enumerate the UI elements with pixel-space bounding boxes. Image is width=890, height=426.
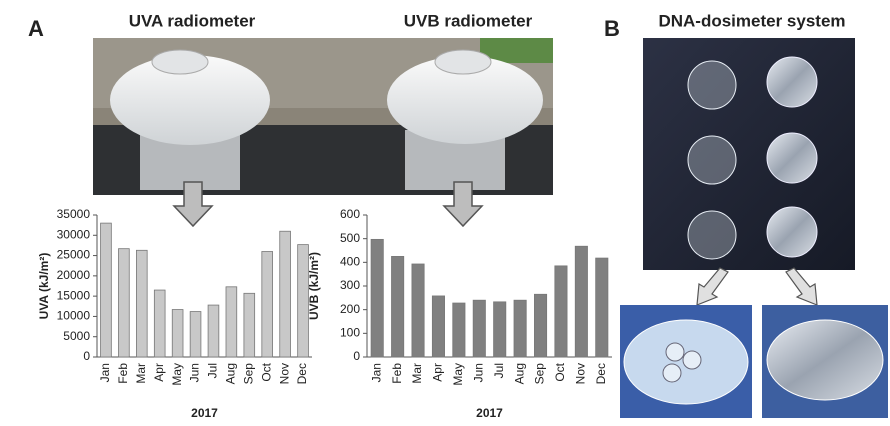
bar — [432, 296, 444, 357]
bar — [280, 231, 291, 357]
x-tick-label: Jan — [98, 363, 112, 382]
x-tick-label: Dec — [295, 363, 309, 384]
x-tick-label: Apr — [152, 363, 166, 382]
x-axis-label: 2017 — [191, 406, 218, 420]
panel-label: B — [604, 16, 620, 41]
dosimeter-photo — [643, 38, 855, 270]
bar — [101, 223, 112, 357]
bar — [244, 293, 255, 357]
bar — [119, 249, 130, 357]
x-tick-label: Apr — [431, 363, 445, 382]
x-tick-label: Feb — [390, 363, 404, 384]
y-tick-label: 400 — [340, 255, 360, 269]
bar — [534, 294, 546, 357]
bar — [575, 246, 587, 357]
photo-title: UVA radiometer — [129, 11, 256, 30]
bar — [190, 312, 201, 357]
y-tick-label: 500 — [340, 231, 360, 245]
bar — [473, 300, 485, 357]
x-tick-label: Nov — [574, 363, 588, 384]
y-tick-label: 300 — [340, 278, 360, 292]
x-tick-label: May — [170, 363, 184, 386]
radiometer-photo — [93, 38, 553, 195]
x-tick-label: Sep — [533, 363, 547, 385]
dosimeter-closeup — [620, 305, 888, 418]
photo-title: UVB radiometer — [404, 11, 533, 30]
x-tick-label: Jul — [492, 363, 506, 378]
x-tick-label: Feb — [116, 363, 130, 384]
x-tick-label: Mar — [134, 363, 148, 384]
y-tick-label: 5000 — [63, 329, 90, 343]
x-tick-label: Jul — [206, 363, 220, 378]
arrow — [697, 268, 817, 305]
y-tick-label: 0 — [83, 349, 90, 363]
y-tick-label: 0 — [353, 349, 360, 363]
y-tick-label: 20000 — [57, 268, 91, 282]
bar — [494, 302, 506, 357]
bar — [596, 258, 608, 357]
y-tick-label: 10000 — [57, 309, 91, 323]
x-tick-label: May — [451, 363, 465, 386]
y-tick-label: 30000 — [57, 227, 91, 241]
x-tick-label: Jan — [369, 363, 383, 382]
photo-title: DNA-dosimeter system — [658, 11, 845, 30]
bar — [392, 256, 404, 357]
x-tick-label: Aug — [512, 363, 526, 384]
y-tick-label: 35000 — [57, 207, 91, 221]
y-axis-label: UVB (kJ/m²) — [307, 252, 321, 320]
bar — [208, 305, 219, 357]
x-tick-label: Aug — [224, 363, 238, 384]
y-tick-label: 200 — [340, 302, 360, 316]
bar — [371, 239, 383, 357]
bar — [172, 310, 183, 357]
x-tick-label: Nov — [277, 363, 291, 384]
x-tick-label: Oct — [259, 362, 273, 381]
figure: A B UVA radiometer UVB radiometer DNA-do… — [0, 0, 890, 426]
x-axis-label: 2017 — [476, 406, 503, 420]
panel-label: A — [28, 16, 44, 41]
y-tick-label: 100 — [340, 326, 360, 340]
y-tick-label: 25000 — [57, 248, 91, 262]
bar — [154, 290, 165, 357]
bar — [412, 264, 424, 357]
x-tick-label: Mar — [410, 363, 424, 384]
bar — [453, 303, 465, 357]
bar — [262, 252, 273, 357]
x-tick-label: Jun — [471, 363, 485, 382]
x-tick-label: Dec — [594, 363, 608, 384]
bar — [226, 287, 237, 357]
bar — [136, 250, 147, 357]
y-tick-label: 600 — [340, 207, 360, 221]
y-tick-label: 15000 — [57, 288, 91, 302]
x-tick-label: Jun — [188, 363, 202, 382]
bar — [514, 300, 526, 357]
y-axis-label: UVA (kJ/m²) — [37, 253, 51, 320]
x-tick-label: Sep — [241, 363, 255, 385]
x-tick-label: Oct — [553, 362, 567, 381]
bar — [555, 266, 567, 357]
